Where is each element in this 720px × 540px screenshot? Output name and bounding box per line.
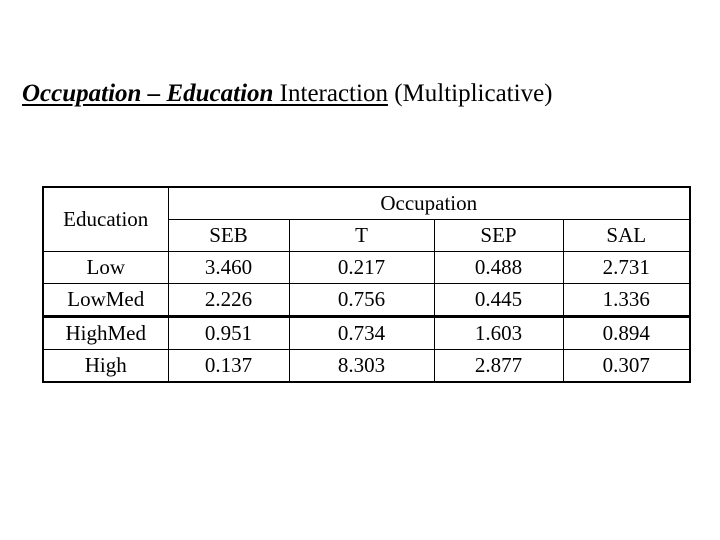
interaction-table: Education Occupation SEB T SEP SAL Low 3… bbox=[42, 186, 691, 383]
cell-value: 0.734 bbox=[288, 315, 435, 350]
table-group-header-row: Education Occupation bbox=[42, 186, 691, 252]
cell-value: 2.877 bbox=[433, 349, 564, 383]
row-label: LowMed bbox=[42, 283, 169, 317]
table-row: High 0.137 8.303 2.877 0.307 bbox=[42, 349, 691, 383]
cell-value: 3.460 bbox=[167, 251, 290, 284]
table-row: LowMed 2.226 0.756 0.445 1.336 bbox=[42, 283, 691, 317]
table-row: Low 3.460 0.217 0.488 2.731 bbox=[42, 251, 691, 284]
slide-title: Occupation – Education Interaction (Mult… bbox=[22, 80, 553, 109]
cell-value: 0.951 bbox=[167, 315, 290, 350]
column-header-seb: SEB bbox=[167, 219, 290, 252]
column-header-t: T bbox=[288, 219, 435, 252]
cell-value: 2.226 bbox=[167, 283, 290, 317]
table-column-header-row: SEB T SEP SAL bbox=[43, 219, 691, 252]
cell-value: 0.307 bbox=[562, 349, 691, 383]
column-header-sep: SEP bbox=[433, 219, 564, 252]
cell-value: 0.756 bbox=[288, 283, 435, 317]
title-underlined-group: Occupation – Education Interaction bbox=[22, 80, 388, 107]
cell-value: 0.137 bbox=[167, 349, 290, 383]
cell-value: 8.303 bbox=[288, 349, 435, 383]
cell-value: 1.603 bbox=[433, 315, 564, 350]
row-dimension-header: Education bbox=[42, 186, 169, 252]
row-label: HighMed bbox=[42, 315, 169, 350]
column-group-header: Occupation bbox=[167, 186, 691, 220]
title-emphasis-text: Occupation – Education bbox=[22, 80, 274, 107]
cell-value: 0.445 bbox=[433, 283, 564, 317]
title-interaction-text: Interaction bbox=[273, 80, 388, 107]
row-label: Low bbox=[42, 251, 169, 284]
cell-value: 0.894 bbox=[562, 315, 691, 350]
cell-value: 2.731 bbox=[562, 251, 691, 284]
cell-value: 0.217 bbox=[288, 251, 435, 284]
cell-value: 0.488 bbox=[433, 251, 564, 284]
title-plain-text: (Multiplicative) bbox=[387, 80, 553, 107]
cell-value: 1.336 bbox=[562, 283, 691, 317]
column-header-sal: SAL bbox=[562, 219, 691, 252]
row-label: High bbox=[42, 349, 169, 383]
table-row: HighMed 0.951 0.734 1.603 0.894 bbox=[42, 315, 691, 350]
